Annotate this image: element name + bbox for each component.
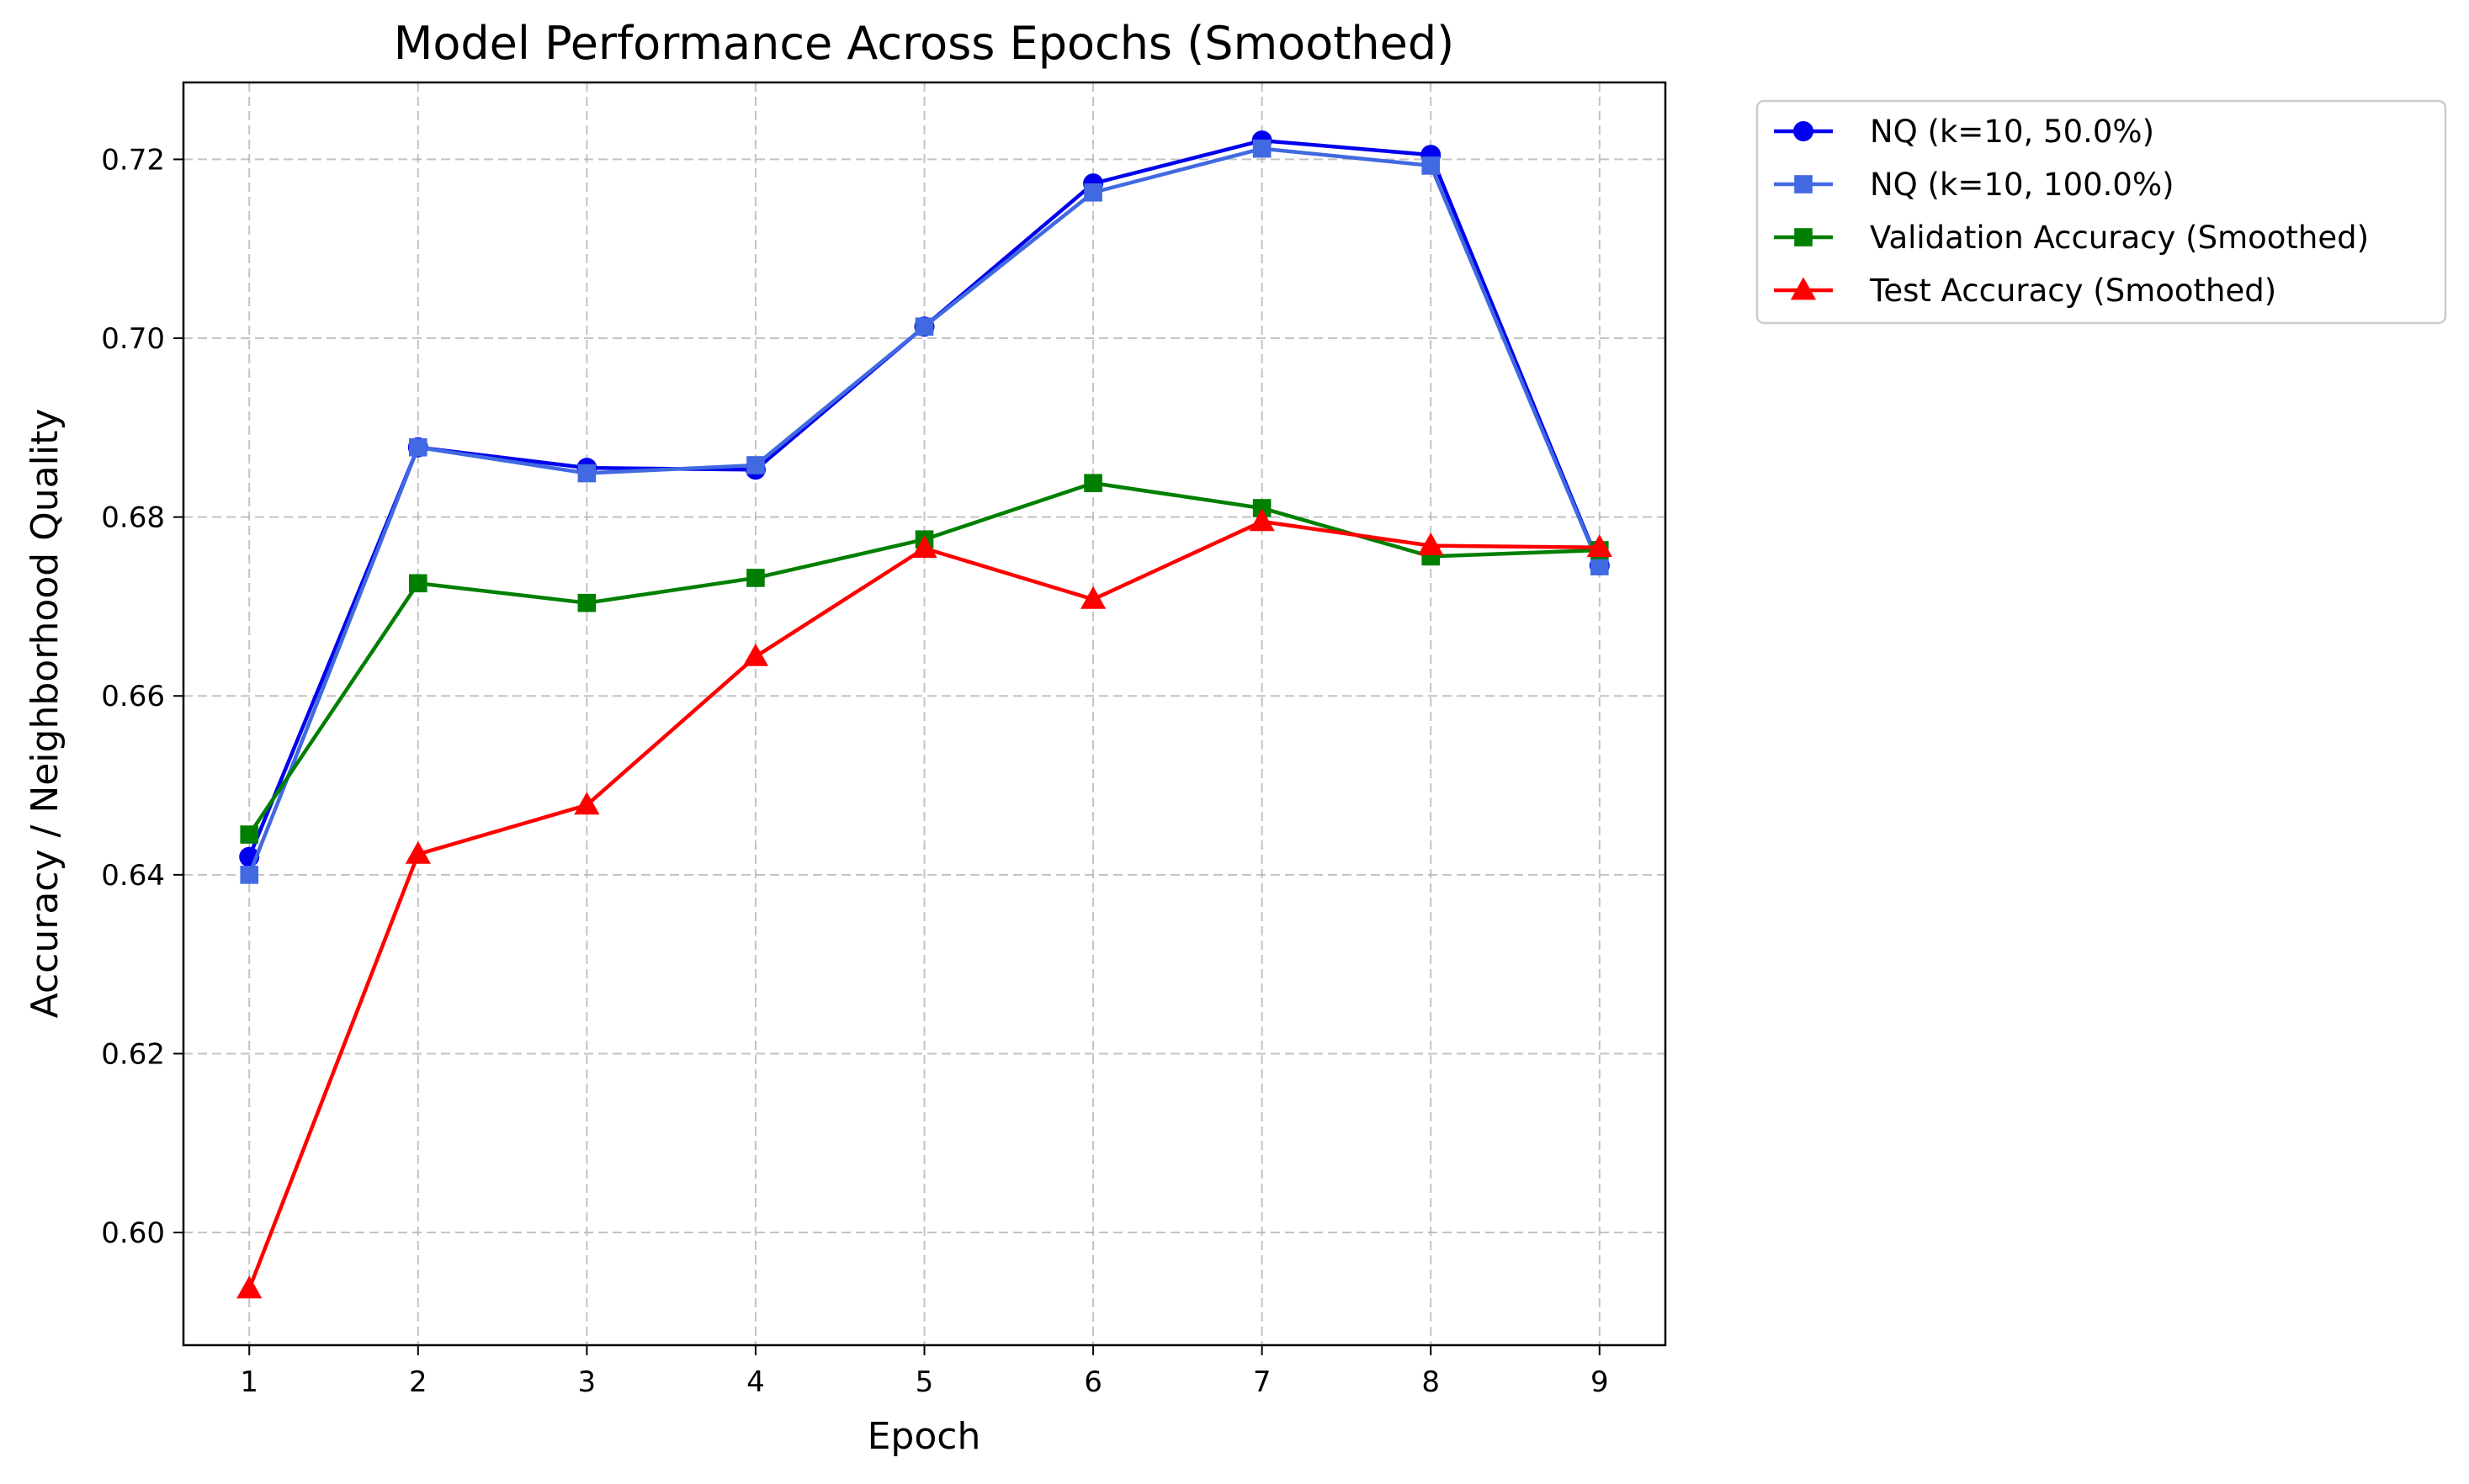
x-tick-label: 2 (409, 1365, 427, 1399)
y-tick-label: 0.68 (101, 501, 165, 535)
data-point (236, 1275, 263, 1299)
data-point (577, 593, 597, 612)
data-point (1421, 156, 1441, 175)
y-tick-label: 0.60 (101, 1216, 165, 1250)
data-point (911, 535, 937, 559)
data-point (574, 792, 600, 815)
legend-marker (1794, 175, 1813, 193)
legend-frame (1755, 99, 2447, 325)
data-point (1590, 557, 1609, 575)
series-layer (236, 130, 1612, 1299)
data-point (1586, 534, 1612, 558)
data-point (915, 317, 934, 337)
legend-label: NQ (k=10, 50.0%) (1870, 114, 2154, 150)
data-point (746, 569, 765, 587)
y-tick-label: 0.66 (101, 680, 165, 713)
y-tick-label: 0.62 (101, 1037, 165, 1071)
legend-entry: Test Accuracy (Smoothed) (1774, 273, 2276, 309)
legend-entry: Validation Accuracy (Smoothed) (1774, 220, 2369, 256)
legend: NQ (k=10, 50.0%) NQ (k=10, 100.0%) Validat… (1755, 99, 2447, 325)
data-point (746, 456, 765, 474)
data-point (1252, 499, 1272, 517)
legend-entry: NQ (k=10, 100.0%) (1774, 167, 2174, 203)
data-point (240, 866, 259, 884)
y-tick-label: 0.64 (101, 859, 165, 893)
x-axis-title: Epoch (868, 1415, 981, 1458)
tick-layer: 1 2 3 4 5 6 7 8 9 0.60 0.62 0.64 0.66 0.68 0.70 0.72 (101, 143, 1608, 1399)
data-point (408, 437, 427, 457)
legend-marker (1790, 277, 1817, 300)
data-point (1084, 474, 1102, 493)
x-tick-label: 4 (746, 1365, 765, 1399)
y-tick-label: 0.70 (101, 322, 165, 356)
y-axis-title: Accuracy / Neighborhood Quality (24, 409, 66, 1019)
legend-entry: NQ (k=10, 50.0%) (1774, 114, 2154, 150)
x-tick-label: 1 (240, 1365, 258, 1399)
data-point (405, 840, 431, 864)
data-point (1084, 183, 1102, 202)
legend-label: Validation Accuracy (Smoothed) (1870, 220, 2369, 256)
x-tick-label: 7 (1253, 1365, 1272, 1399)
data-point (577, 464, 597, 483)
series-4 (236, 508, 1612, 1299)
grid-layer (183, 82, 1665, 1345)
data-point (1418, 533, 1444, 555)
legend-label: NQ (k=10, 100.0%) (1870, 167, 2174, 203)
data-point (1249, 508, 1275, 532)
data-point (1252, 139, 1272, 158)
data-point (1080, 586, 1107, 609)
x-tick-label: 6 (1084, 1365, 1102, 1399)
data-point (408, 574, 427, 593)
data-point (240, 825, 259, 844)
series-2 (240, 139, 1609, 884)
x-tick-label: 8 (1421, 1365, 1440, 1399)
y-tick-label: 0.72 (101, 143, 165, 177)
legend-marker (1794, 228, 1813, 246)
data-point (742, 643, 769, 666)
legend-marker (1793, 121, 1813, 141)
x-tick-label: 5 (916, 1365, 934, 1399)
legend-label: Test Accuracy (Smoothed) (1869, 273, 2276, 309)
x-tick-label: 9 (1590, 1365, 1609, 1399)
legend-entries: NQ (k=10, 50.0%) NQ (k=10, 100.0%) Validat… (1774, 114, 2369, 309)
chart-title: Model Performance Across Epochs (Smoothe… (394, 17, 1454, 70)
x-tick-label: 3 (578, 1365, 597, 1399)
